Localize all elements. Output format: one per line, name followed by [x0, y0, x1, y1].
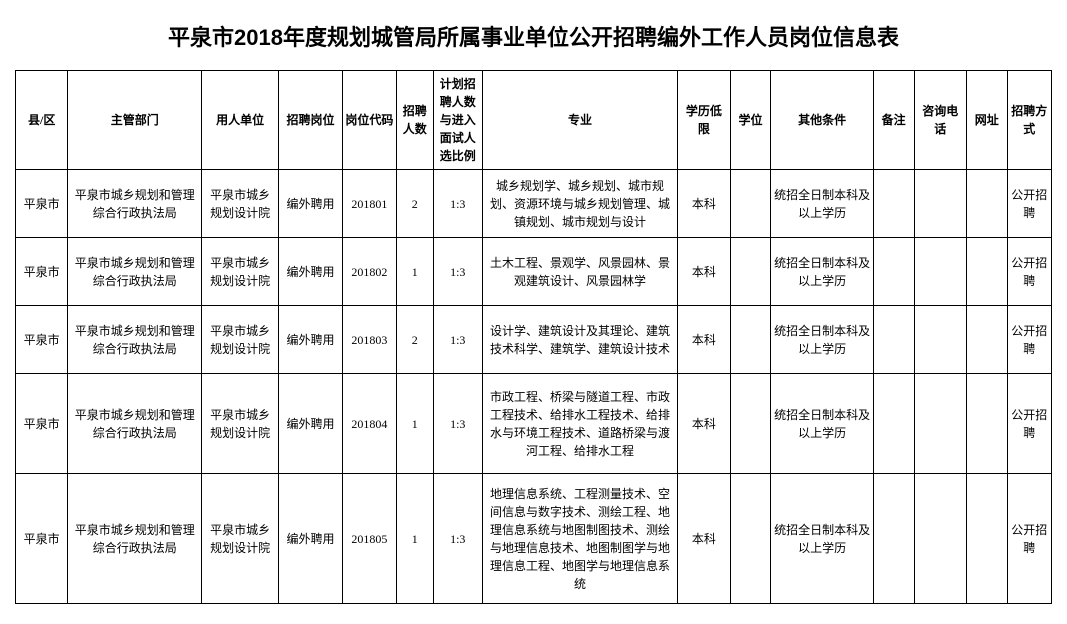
cell-dept: 平泉市城乡规划和管理综合行政执法局 [68, 238, 202, 306]
cell-major: 城乡规划学、城乡规划、城市规划、资源环境与城乡规划管理、城镇规划、城市规划与设计 [482, 170, 678, 238]
table-body: 平泉市平泉市城乡规划和管理综合行政执法局平泉市城乡规划设计院编外聘用201801… [16, 170, 1052, 604]
cell-position: 编外聘用 [279, 238, 343, 306]
cell-url [966, 374, 1007, 474]
cell-position: 编外聘用 [279, 306, 343, 374]
cell-dept: 平泉市城乡规划和管理综合行政执法局 [68, 374, 202, 474]
cell-code: 201803 [343, 306, 397, 374]
cell-phone [914, 306, 966, 374]
cell-major: 地理信息系统、工程测量技术、空间信息与数字技术、测绘工程、地理信息系统与地图制图… [482, 474, 678, 604]
col-header-remark: 备注 [873, 71, 914, 170]
cell-county: 平泉市 [16, 170, 68, 238]
cell-edu: 本科 [678, 306, 730, 374]
cell-other: 统招全日制本科及以上学历 [771, 474, 873, 604]
col-header-county: 县/区 [16, 71, 68, 170]
cell-degree [730, 170, 771, 238]
table-header-row: 县/区 主管部门 用人单位 招聘岗位 岗位代码 招聘人数 计划招聘人数与进入面试… [16, 71, 1052, 170]
cell-dept: 平泉市城乡规划和管理综合行政执法局 [68, 170, 202, 238]
cell-degree [730, 474, 771, 604]
col-header-degree: 学位 [730, 71, 771, 170]
cell-remark [873, 474, 914, 604]
cell-other: 统招全日制本科及以上学历 [771, 170, 873, 238]
cell-url [966, 170, 1007, 238]
cell-url [966, 238, 1007, 306]
cell-other: 统招全日制本科及以上学历 [771, 238, 873, 306]
cell-position: 编外聘用 [279, 474, 343, 604]
cell-ratio: 1:3 [433, 238, 482, 306]
cell-employer: 平泉市城乡规划设计院 [202, 306, 279, 374]
col-header-count: 招聘人数 [396, 71, 433, 170]
cell-county: 平泉市 [16, 374, 68, 474]
table-row: 平泉市平泉市城乡规划和管理综合行政执法局平泉市城乡规划设计院编外聘用201804… [16, 374, 1052, 474]
col-header-code: 岗位代码 [343, 71, 397, 170]
cell-edu: 本科 [678, 238, 730, 306]
col-header-edu: 学历低限 [678, 71, 730, 170]
cell-count: 1 [396, 238, 433, 306]
cell-count: 1 [396, 474, 433, 604]
cell-major: 设计学、建筑设计及其理论、建筑技术科学、建筑学、建筑设计技术 [482, 306, 678, 374]
cell-edu: 本科 [678, 374, 730, 474]
cell-remark [873, 306, 914, 374]
cell-code: 201805 [343, 474, 397, 604]
cell-phone [914, 238, 966, 306]
cell-dept: 平泉市城乡规划和管理综合行政执法局 [68, 474, 202, 604]
job-table: 县/区 主管部门 用人单位 招聘岗位 岗位代码 招聘人数 计划招聘人数与进入面试… [15, 70, 1052, 604]
table-row: 平泉市平泉市城乡规划和管理综合行政执法局平泉市城乡规划设计院编外聘用201801… [16, 170, 1052, 238]
table-row: 平泉市平泉市城乡规划和管理综合行政执法局平泉市城乡规划设计院编外聘用201803… [16, 306, 1052, 374]
cell-major: 土木工程、景观学、风景园林、景观建筑设计、风景园林学 [482, 238, 678, 306]
cell-county: 平泉市 [16, 306, 68, 374]
table-row: 平泉市平泉市城乡规划和管理综合行政执法局平泉市城乡规划设计院编外聘用201802… [16, 238, 1052, 306]
cell-phone [914, 374, 966, 474]
cell-employer: 平泉市城乡规划设计院 [202, 170, 279, 238]
cell-method: 公开招聘 [1007, 474, 1051, 604]
cell-other: 统招全日制本科及以上学历 [771, 374, 873, 474]
cell-remark [873, 374, 914, 474]
cell-ratio: 1:3 [433, 474, 482, 604]
cell-employer: 平泉市城乡规划设计院 [202, 474, 279, 604]
cell-position: 编外聘用 [279, 170, 343, 238]
cell-remark [873, 238, 914, 306]
cell-county: 平泉市 [16, 238, 68, 306]
cell-code: 201802 [343, 238, 397, 306]
cell-count: 2 [396, 306, 433, 374]
cell-method: 公开招聘 [1007, 238, 1051, 306]
cell-employer: 平泉市城乡规划设计院 [202, 374, 279, 474]
cell-count: 1 [396, 374, 433, 474]
col-header-major: 专业 [482, 71, 678, 170]
col-header-other: 其他条件 [771, 71, 873, 170]
cell-degree [730, 306, 771, 374]
cell-position: 编外聘用 [279, 374, 343, 474]
cell-degree [730, 374, 771, 474]
col-header-method: 招聘方式 [1007, 71, 1051, 170]
col-header-dept: 主管部门 [68, 71, 202, 170]
col-header-employer: 用人单位 [202, 71, 279, 170]
cell-county: 平泉市 [16, 474, 68, 604]
cell-code: 201804 [343, 374, 397, 474]
cell-ratio: 1:3 [433, 170, 482, 238]
col-header-phone: 咨询电话 [914, 71, 966, 170]
cell-remark [873, 170, 914, 238]
cell-phone [914, 170, 966, 238]
cell-ratio: 1:3 [433, 306, 482, 374]
cell-edu: 本科 [678, 474, 730, 604]
cell-dept: 平泉市城乡规划和管理综合行政执法局 [68, 306, 202, 374]
cell-phone [914, 474, 966, 604]
cell-major: 市政工程、桥梁与隧道工程、市政工程技术、给排水工程技术、给排水与环境工程技术、道… [482, 374, 678, 474]
cell-edu: 本科 [678, 170, 730, 238]
cell-employer: 平泉市城乡规划设计院 [202, 238, 279, 306]
table-row: 平泉市平泉市城乡规划和管理综合行政执法局平泉市城乡规划设计院编外聘用201805… [16, 474, 1052, 604]
page-title: 平泉市2018年度规划城管局所属事业单位公开招聘编外工作人员岗位信息表 [15, 20, 1052, 52]
cell-degree [730, 238, 771, 306]
cell-url [966, 306, 1007, 374]
cell-other: 统招全日制本科及以上学历 [771, 306, 873, 374]
cell-method: 公开招聘 [1007, 374, 1051, 474]
col-header-position: 招聘岗位 [279, 71, 343, 170]
cell-method: 公开招聘 [1007, 306, 1051, 374]
cell-method: 公开招聘 [1007, 170, 1051, 238]
col-header-ratio: 计划招聘人数与进入面试人选比例 [433, 71, 482, 170]
cell-ratio: 1:3 [433, 374, 482, 474]
cell-count: 2 [396, 170, 433, 238]
col-header-url: 网址 [966, 71, 1007, 170]
cell-code: 201801 [343, 170, 397, 238]
cell-url [966, 474, 1007, 604]
